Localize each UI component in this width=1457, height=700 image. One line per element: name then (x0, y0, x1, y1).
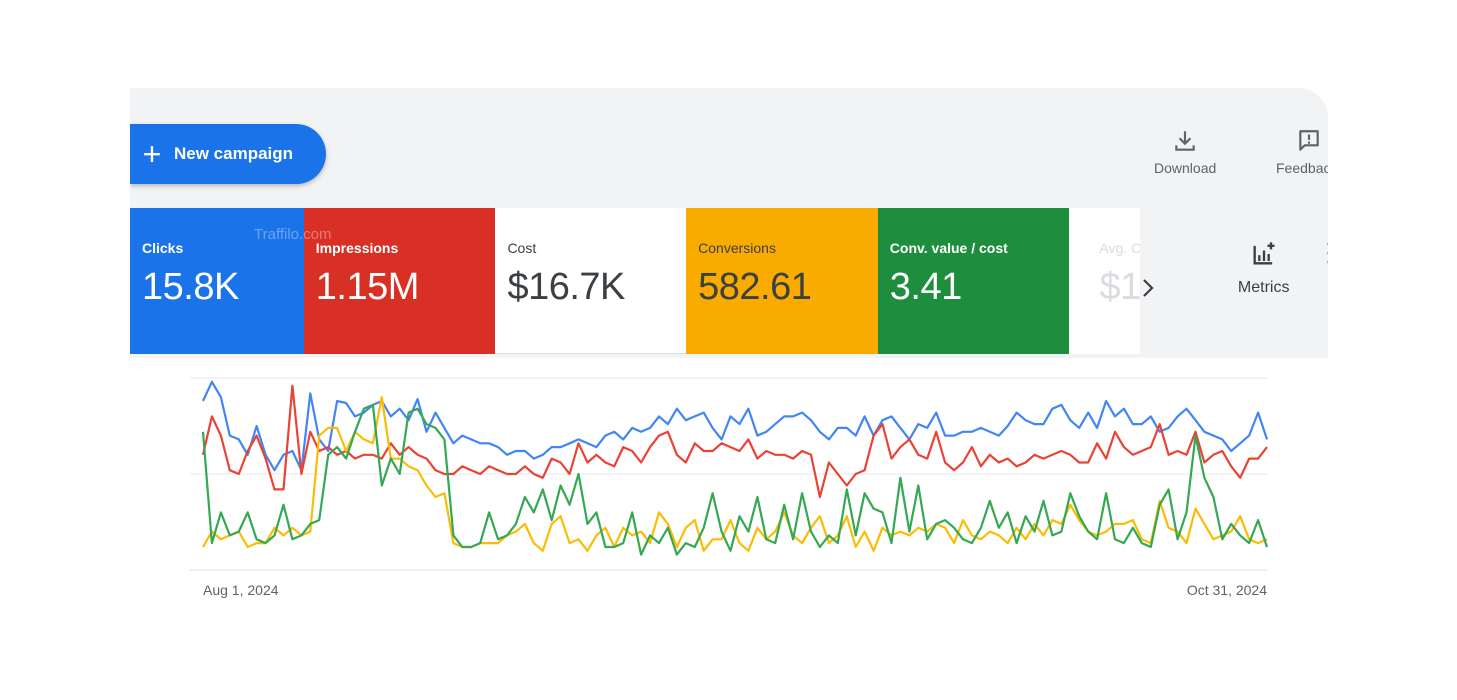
scorecard-value: $1.06 (1099, 266, 1140, 308)
feedback-label: Feedback (1276, 160, 1328, 176)
x-tick-label-end: Oct 31, 2024 (1187, 582, 1267, 598)
series-line-2 (201, 384, 1268, 499)
metrics-label: Metrics (1237, 279, 1290, 296)
download-label: Download (1154, 160, 1217, 176)
feedback-button[interactable]: Feedback (1276, 128, 1328, 178)
chevron-right-icon[interactable] (1136, 276, 1160, 300)
scorecard-name: Clicks (142, 240, 184, 256)
scorecard-avg-cpc[interactable]: Avg. CPC $1.06 (1069, 208, 1140, 354)
more-vert-icon[interactable] (1326, 240, 1328, 266)
scorecard-conversions[interactable]: Conversions 582.61 (686, 208, 878, 354)
scorecard-name: Conv. value / cost (889, 240, 1008, 256)
scorecard-conv-value-cost[interactable]: Conv. value / cost 3.41 (877, 208, 1070, 354)
scorecard-impressions[interactable]: Impressions 1.15M (303, 208, 496, 354)
top-panel: + New campaign Download Feedback Clicks … (130, 88, 1328, 358)
add-chart-icon (1253, 242, 1275, 265)
scorecard-clicks[interactable]: Clicks 15.8K (130, 208, 304, 354)
scorecard-name: Impressions (315, 240, 399, 256)
plus-icon: + (142, 136, 162, 172)
series-line-4 (201, 403, 1269, 556)
new-campaign-button[interactable]: + New campaign (130, 124, 326, 184)
download-icon (1175, 131, 1195, 151)
new-campaign-label: New campaign (174, 144, 294, 163)
scorecard-name: Conversions (698, 240, 776, 256)
download-button[interactable]: Download (1154, 128, 1216, 178)
feedback-icon (1299, 130, 1319, 151)
scorecard-name: Avg. CPC (1099, 240, 1140, 256)
scorecard-name: Cost (507, 240, 537, 256)
scorecard-value: 15.8K (142, 266, 239, 308)
scorecard-value: $16.7K (507, 266, 625, 308)
metrics-button[interactable]: Metrics (1237, 240, 1290, 297)
scorecard-row: Clicks 15.8K Impressions 1.15M Cost $16.… (130, 208, 1328, 354)
scorecard-value: 582.61 (698, 266, 812, 308)
scorecard-value: 1.15M (315, 266, 420, 308)
x-tick-label-start: Aug 1, 2024 (203, 582, 279, 598)
metrics-area: Metrics (1139, 208, 1328, 354)
scorecard-value: 3.41 (889, 266, 962, 308)
scorecard-cost[interactable]: Cost $16.7K (495, 208, 687, 354)
